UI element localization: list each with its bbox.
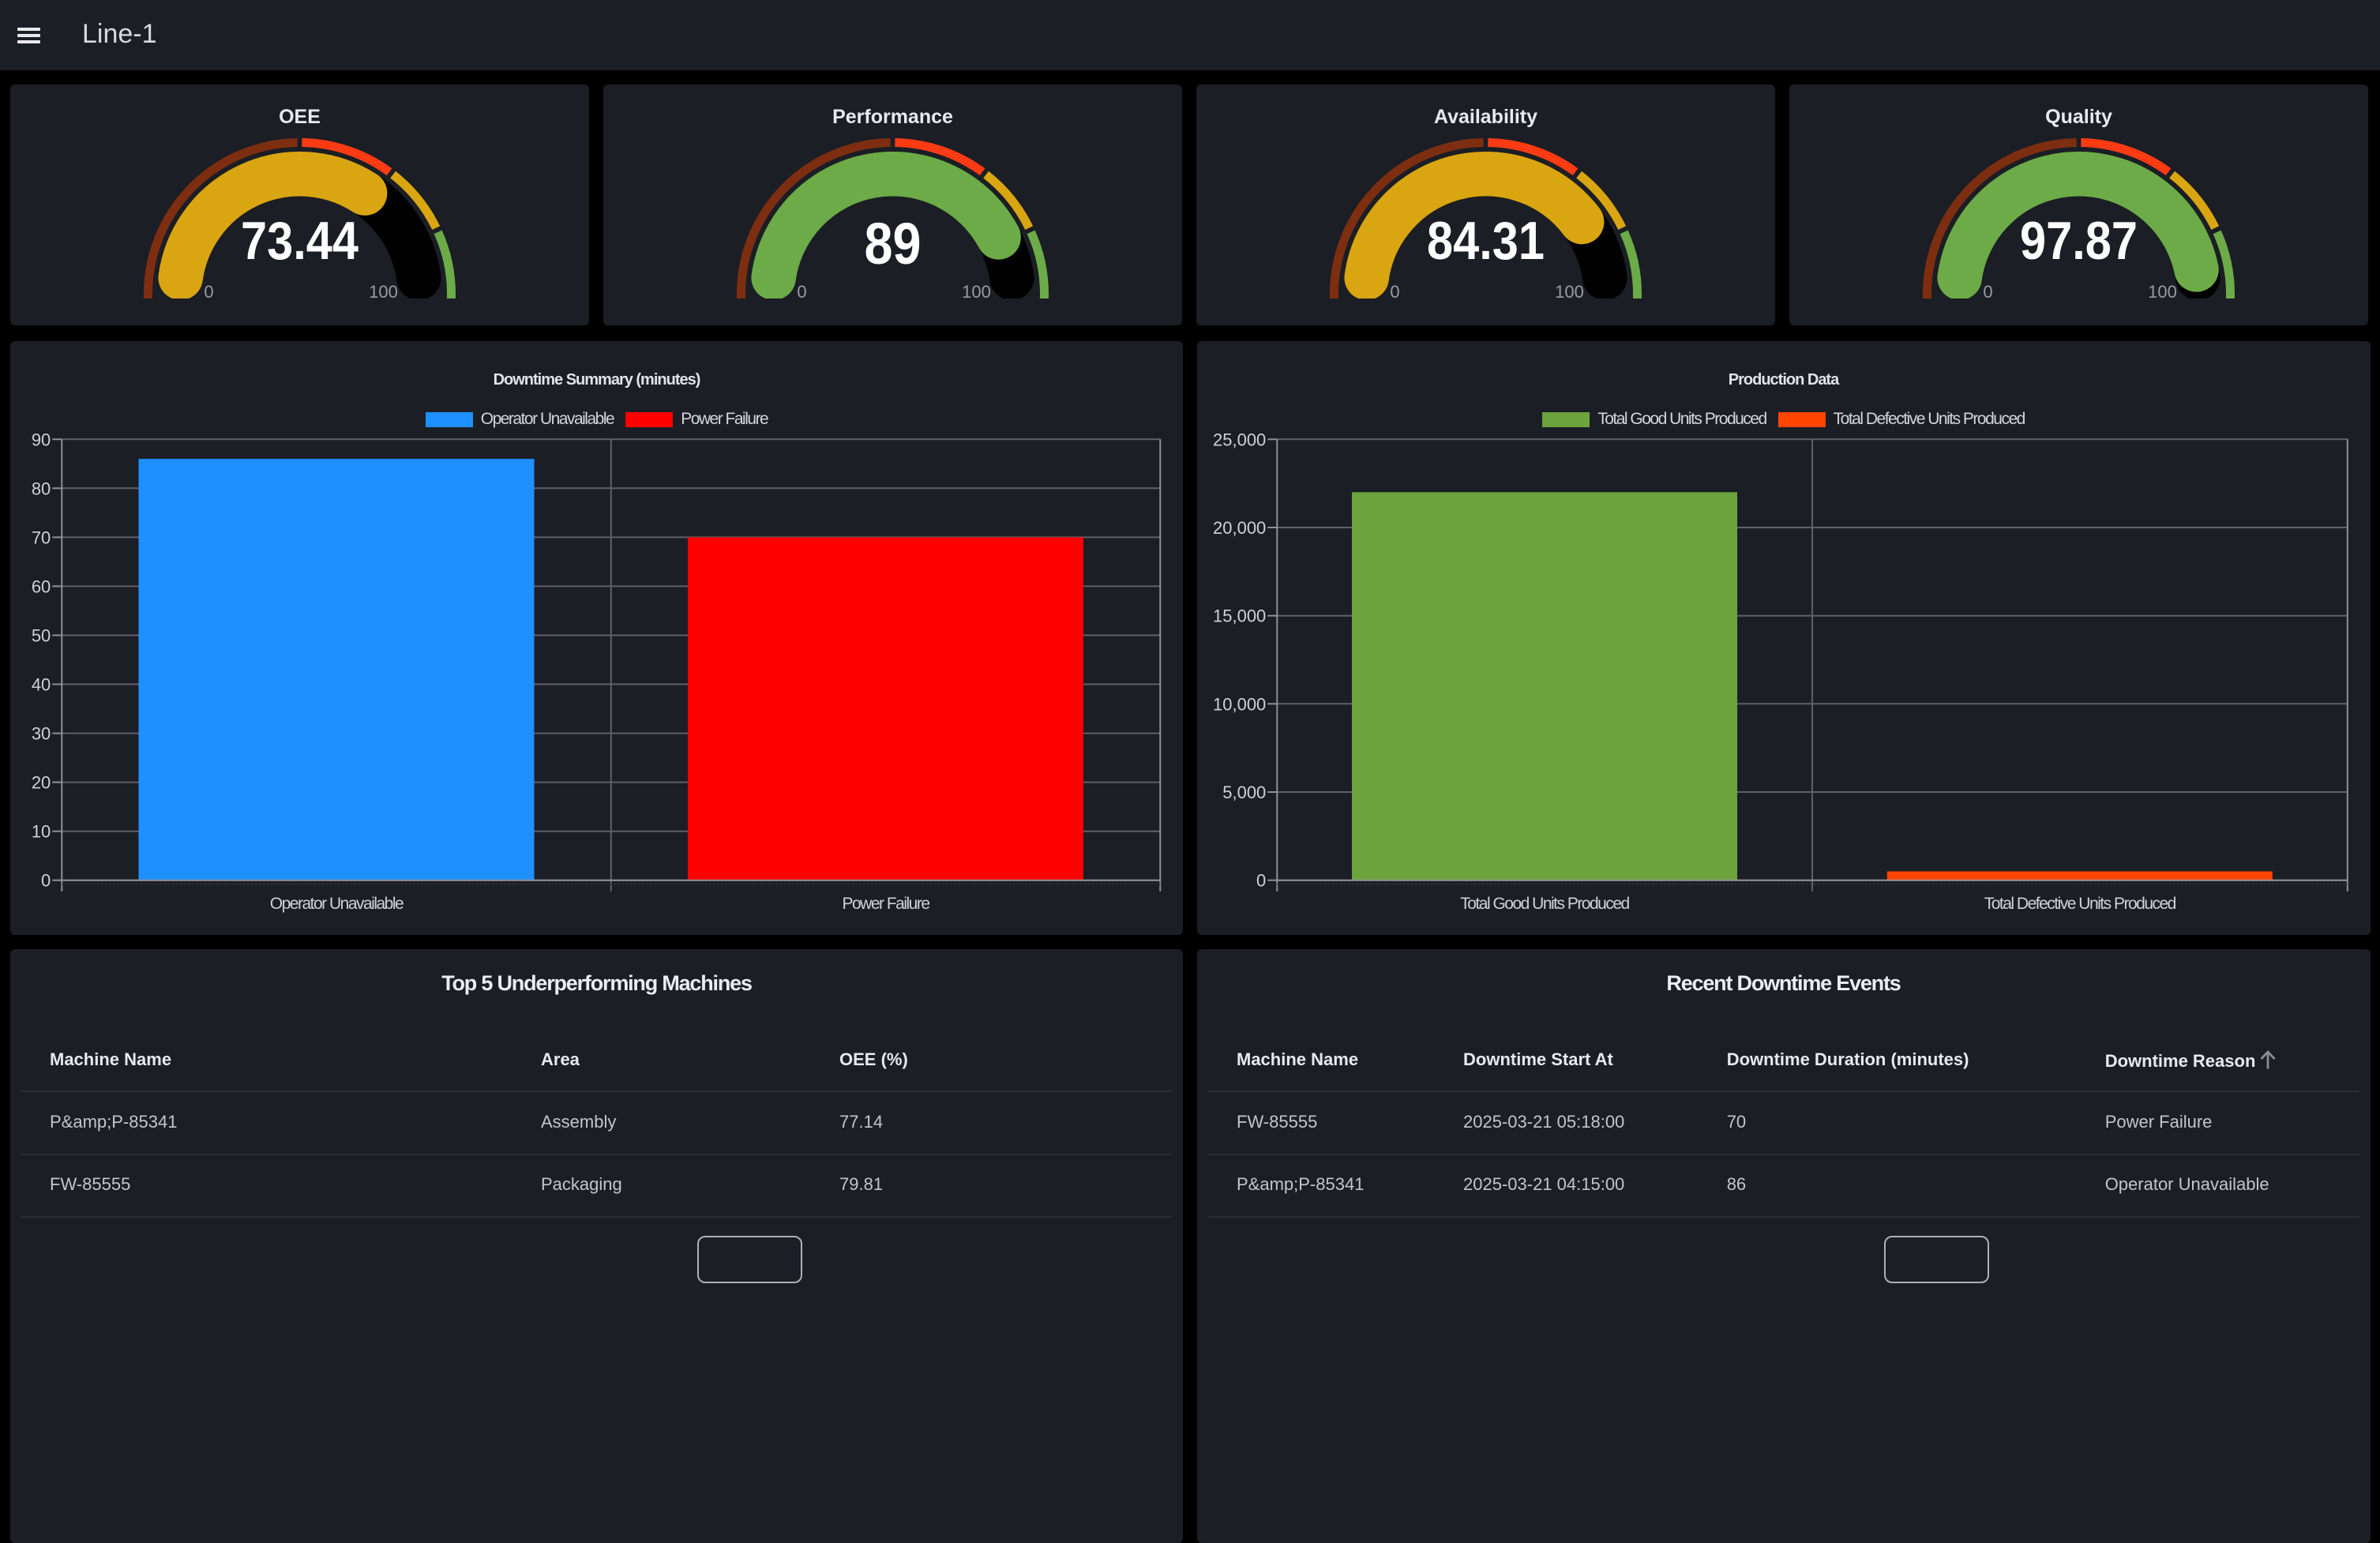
svg-text:Total Good Units Produced: Total Good Units Produced [1460, 895, 1629, 913]
svg-text:60: 60 [32, 576, 51, 596]
svg-text:30: 30 [32, 724, 51, 744]
svg-text:0: 0 [41, 871, 51, 891]
svg-text:15,000: 15,000 [1213, 606, 1266, 626]
svg-text:Power Failure: Power Failure [842, 895, 929, 913]
svg-text:25,000: 25,000 [1213, 430, 1266, 449]
svg-text:90: 90 [32, 430, 51, 449]
svg-text:50: 50 [32, 626, 51, 646]
svg-text:70: 70 [32, 527, 51, 547]
svg-text:10: 10 [32, 822, 51, 842]
svg-text:20,000: 20,000 [1213, 518, 1266, 538]
svg-text:0: 0 [1256, 871, 1266, 891]
svg-text:Operator Unavailable: Operator Unavailable [270, 895, 404, 913]
svg-text:80: 80 [32, 479, 51, 498]
svg-text:Total Defective Units Produced: Total Defective Units Produced [1984, 895, 2175, 913]
svg-text:40: 40 [32, 675, 51, 695]
svg-text:10,000: 10,000 [1213, 694, 1266, 714]
svg-text:20: 20 [32, 773, 51, 793]
svg-text:5,000: 5,000 [1222, 783, 1266, 802]
